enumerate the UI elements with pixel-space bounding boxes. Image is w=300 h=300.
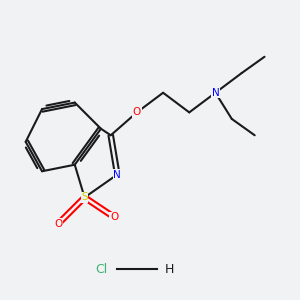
Text: H: H: [165, 263, 174, 276]
Text: S: S: [81, 192, 88, 203]
Text: Cl: Cl: [95, 263, 107, 276]
Text: O: O: [133, 107, 141, 117]
Text: N: N: [113, 169, 121, 179]
Text: N: N: [212, 88, 219, 98]
Text: O: O: [54, 219, 62, 229]
Text: O: O: [110, 212, 118, 222]
